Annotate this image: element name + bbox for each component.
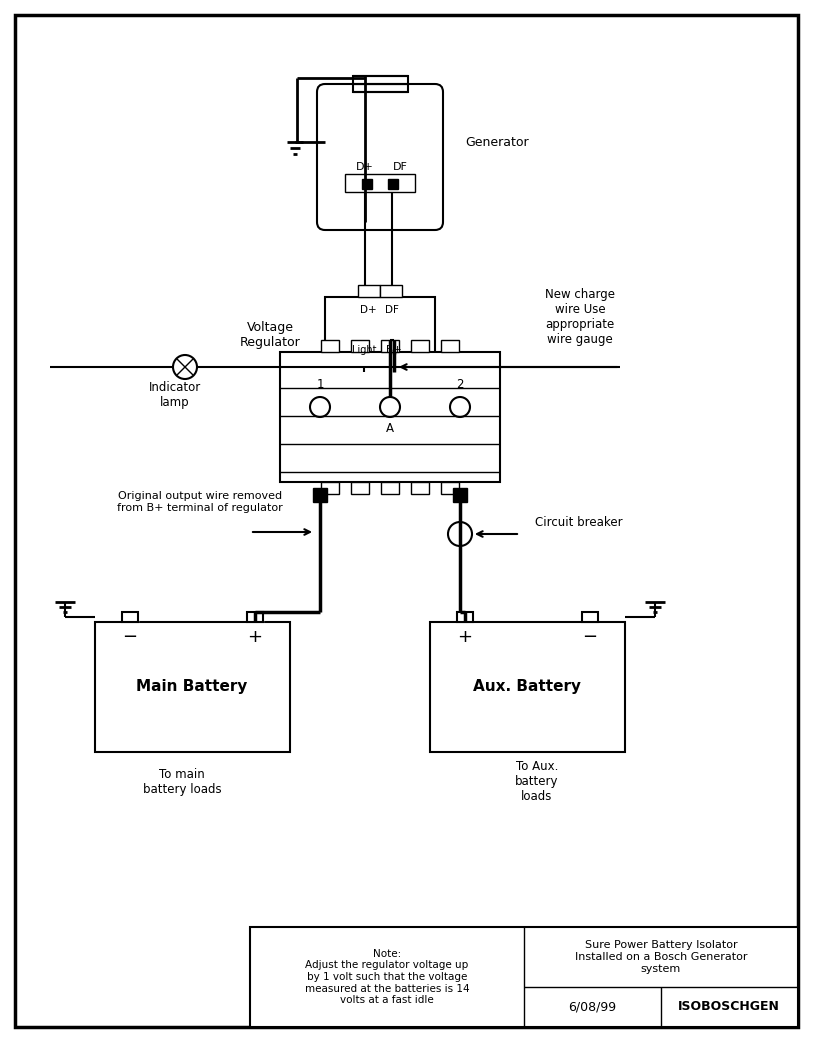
Bar (122, 612, 138, 622)
Bar (321, 482, 339, 494)
Bar (325, 297, 435, 372)
FancyBboxPatch shape (317, 84, 443, 230)
Text: D+: D+ (359, 305, 376, 315)
Bar (122, 612, 138, 622)
Bar (381, 340, 399, 352)
Bar (313, 488, 327, 502)
Bar (345, 174, 415, 192)
Text: Sure Power Battery Isolator
Installed on a Bosch Generator
system: Sure Power Battery Isolator Installed on… (575, 940, 747, 973)
Bar (247, 612, 263, 622)
Bar (380, 286, 402, 297)
Text: −: − (582, 628, 598, 646)
Text: To main
battery loads: To main battery loads (143, 768, 221, 796)
Circle shape (310, 397, 330, 417)
Text: A: A (386, 422, 394, 436)
Bar (441, 340, 459, 352)
Circle shape (450, 397, 470, 417)
Text: DF: DF (393, 162, 407, 172)
Bar (411, 482, 429, 494)
Bar (280, 352, 500, 482)
Bar (457, 612, 473, 622)
Circle shape (173, 355, 197, 379)
Bar (441, 482, 459, 494)
Bar (353, 84, 407, 92)
Text: D+: D+ (356, 162, 374, 172)
Circle shape (380, 397, 400, 417)
Text: Note:
Adjust the regulator voltage up
by 1 volt such that the voltage
measured a: Note: Adjust the regulator voltage up by… (305, 949, 469, 1006)
Text: Main Battery: Main Battery (137, 679, 248, 695)
Text: +: + (458, 628, 472, 646)
Text: 1: 1 (316, 378, 324, 392)
Bar (250, 927, 798, 1027)
Text: −: − (123, 628, 137, 646)
Text: Generator: Generator (465, 135, 528, 149)
Bar (358, 286, 380, 297)
Text: New charge
wire Use
appropriate
wire gauge: New charge wire Use appropriate wire gau… (545, 288, 615, 346)
Text: +: + (247, 628, 263, 646)
Bar (430, 622, 625, 752)
Bar (353, 76, 407, 84)
Bar (411, 340, 429, 352)
Text: 2: 2 (456, 378, 463, 392)
Text: Aux. Battery: Aux. Battery (473, 679, 581, 695)
Bar (351, 482, 369, 494)
Bar (388, 179, 398, 189)
Text: DF: DF (385, 305, 399, 315)
Bar (582, 612, 598, 622)
Text: To Aux.
battery
loads: To Aux. battery loads (515, 761, 559, 803)
Text: Light: Light (352, 345, 376, 355)
Bar (247, 612, 263, 622)
Text: Original output wire removed
from B+ terminal of regulator: Original output wire removed from B+ ter… (117, 491, 283, 513)
Bar (321, 340, 339, 352)
Text: B+: B+ (386, 345, 402, 355)
Text: Voltage
Regulator: Voltage Regulator (240, 321, 300, 349)
Circle shape (448, 522, 472, 546)
Bar (351, 340, 369, 352)
Bar (362, 179, 372, 189)
Text: Indicator
lamp: Indicator lamp (149, 381, 201, 410)
Text: ISOBOSCHGEN: ISOBOSCHGEN (678, 1000, 780, 1014)
Text: 6/08/99: 6/08/99 (568, 1000, 616, 1014)
Bar (95, 622, 290, 752)
Bar (453, 488, 467, 502)
Bar (381, 482, 399, 494)
Text: Circuit breaker: Circuit breaker (535, 516, 623, 528)
